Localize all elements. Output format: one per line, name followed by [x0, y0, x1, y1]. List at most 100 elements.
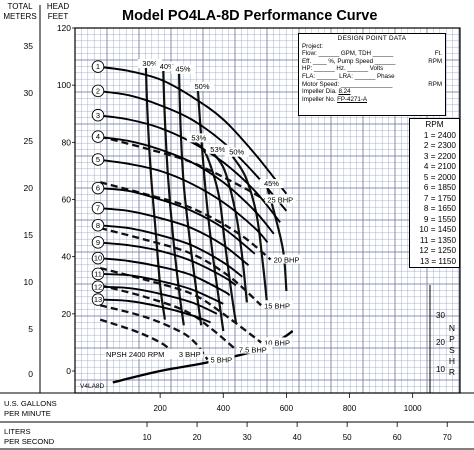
rpm-curve-marker [91, 108, 105, 122]
feet-tick-label: 80 [62, 137, 72, 147]
rpm-curve-number: 8 [96, 221, 100, 230]
rpm-legend-item: 13 = 1150 [419, 256, 456, 266]
efficiency-curve [194, 141, 237, 323]
rpm-curve-marker [91, 201, 105, 215]
npshr-axis-label: R [449, 367, 455, 377]
efficiency-label-bg [205, 144, 230, 154]
meters-tick-label: 25 [24, 136, 34, 146]
efficiency-label: 30% [142, 59, 157, 68]
head-curve [96, 272, 224, 305]
rpm-legend-item: 3 = 2200 [423, 151, 456, 161]
design-point-row: Project: [302, 42, 323, 50]
design-point-row: Flow: ______ GPM, TDH ______ Ft. [302, 50, 442, 58]
impeller-dia-value: 8.24 [338, 88, 351, 96]
efficiency-label-bg [186, 133, 211, 143]
gpm-tick-label: 800 [343, 404, 357, 413]
bhp-curve [99, 266, 262, 344]
rpm-legend-item: 8 = 1650 [423, 204, 456, 213]
feet-tick-label: 100 [57, 80, 71, 90]
rpm-legend-item: 1 = 2400 [423, 130, 456, 140]
lps-tick-label: 70 [443, 433, 452, 442]
npshr-tick-label: 10 [436, 365, 445, 374]
lps-tick-label: 60 [393, 433, 402, 442]
lps-tick-label: 40 [293, 433, 302, 442]
rpm-curve-marker [91, 84, 105, 98]
rpm-legend-item: 10 = 1450 [419, 225, 456, 234]
meters-axis-label: TOTAL [7, 2, 33, 11]
gpm-tick-label: 600 [280, 404, 294, 413]
design-point-row: HP: ______ Hz. ______ Volts [302, 65, 384, 73]
chart-frame [0, 5, 474, 450]
lps-tick-label: 50 [343, 433, 352, 442]
lps-tick-label: 30 [243, 433, 252, 442]
bhp-curve [99, 135, 265, 201]
head-curve [96, 158, 269, 244]
bhp-label: 25 BHP [267, 196, 293, 205]
efficiency-label-bg [224, 147, 249, 157]
meters-axis-label: METERS [3, 12, 36, 21]
lps-axis-label: LITERS [4, 427, 31, 436]
feet-axis-label: HEAD [47, 2, 69, 11]
npshr-axis-label: S [449, 345, 455, 355]
bhp-label: 5 BHP [210, 356, 232, 365]
efficiency-curve [212, 153, 248, 303]
efficiency-curve [144, 67, 166, 320]
rpm-legend-item: 6 = 1850 [423, 183, 456, 192]
impeller-no-row: Impeller No. FP-4271-A [302, 95, 368, 103]
efficiency-label: 45% [264, 179, 279, 188]
npshr-label-bg [105, 349, 179, 359]
rpm-legend-item: 12 = 1250 [419, 246, 456, 255]
bhp-label: 3 BHP [179, 350, 201, 359]
impeller-no-value: FP-4271-A [337, 95, 368, 103]
chart-title: Model PO4LA-8D Performance Curve [122, 8, 378, 24]
head-curve [96, 89, 288, 212]
rpm-curve-marker [91, 280, 105, 293]
rpm-legend-item: 4 = 2100 [423, 162, 456, 171]
axis-labels: TOTALMETERSHEADFEET353025201510501201008… [3, 2, 455, 446]
bhp-label-bg [265, 194, 296, 204]
head-curve [96, 241, 237, 287]
bhp-curve [99, 284, 237, 351]
rpm-curve-number: 12 [94, 282, 102, 291]
feet-axis-label: FEET [48, 12, 69, 21]
rpm-curve-number: 2 [96, 86, 100, 95]
head-curve [96, 224, 243, 278]
efficiency-curves [144, 67, 288, 332]
rpm-curve-number: 9 [96, 238, 100, 247]
rpm-legend-item: 11 = 1350 [419, 235, 456, 245]
efficiency-label: 50% [229, 148, 244, 157]
rpm-curve-number: 3 [96, 111, 100, 120]
rpm-curve-marker [91, 218, 105, 232]
efficiency-label: 40% [160, 62, 175, 71]
rpm-curve-marker [91, 236, 105, 249]
rpm-curve-marker [91, 251, 105, 265]
bhp-label-bg [262, 300, 293, 310]
bhp-label-bg [208, 354, 235, 364]
lps-tick-label: 20 [193, 433, 202, 442]
bhp-curve [99, 304, 209, 361]
efficiency-label-bg [155, 61, 180, 71]
design-point-box: DESIGN POINT DATA Project: Flow: ______ … [298, 33, 446, 116]
bhp-curve [99, 318, 177, 355]
design-point-row: FLA: ______ LRA: ______ Phase [302, 72, 395, 80]
efficiency-label-bg [259, 179, 284, 189]
rpm-legend-heading: RPM [425, 120, 444, 129]
efficiency-label-bg [190, 81, 215, 91]
rpm-curve-marker [91, 181, 105, 195]
rpm-curve-marker [91, 130, 105, 143]
npshr-label: NPSH 2400 RPM [106, 350, 164, 359]
lps-tick-label: 10 [143, 433, 152, 442]
efficiency-curve [196, 90, 225, 332]
rpm-curve-number: 10 [94, 254, 102, 263]
rpm-curve-marker [91, 153, 105, 166]
meters-tick-label: 20 [24, 183, 34, 193]
head-curve [96, 65, 288, 195]
rpm-legend-item: 2 = 2300 [423, 141, 456, 150]
bhp-label: 7.5 BHP [239, 346, 267, 355]
npshr-tick-label: 30 [436, 311, 445, 320]
feet-tick-label: 60 [62, 195, 72, 205]
efficiency-label-bg [137, 59, 162, 69]
gpm-axis-label: U.S. GALLONS [4, 399, 57, 408]
curve-code-label: V4LA8D [80, 383, 105, 390]
